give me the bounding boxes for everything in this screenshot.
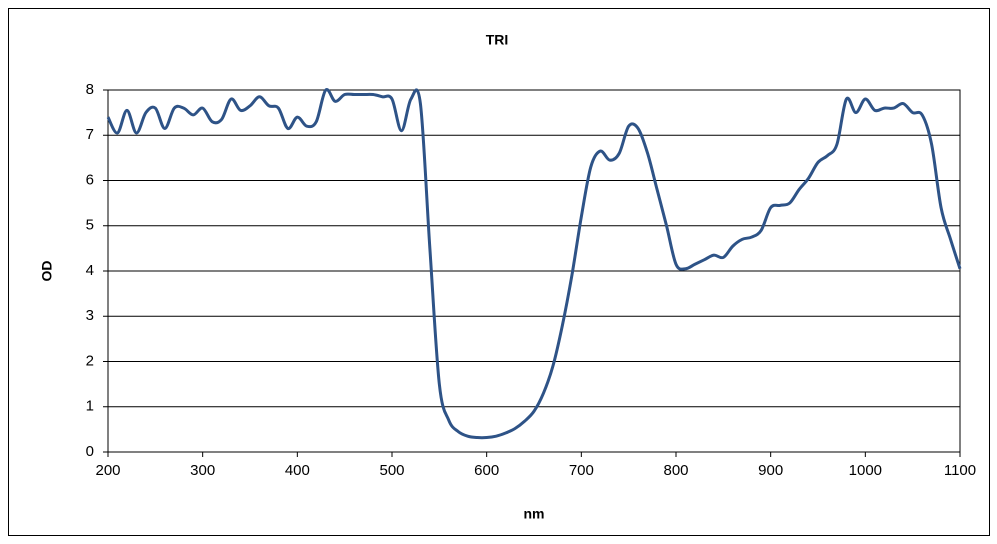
x-tick-label: 1100 — [944, 462, 976, 479]
y-tick-label: 2 — [86, 352, 94, 369]
y-tick-label: 3 — [86, 307, 94, 324]
x-tick-label: 400 — [285, 462, 310, 479]
plot-border — [107, 89, 961, 453]
data-line — [106, 87, 962, 440]
y-tick-label: 7 — [86, 126, 94, 143]
chart-title: TRI — [486, 32, 509, 48]
x-tick-label: 300 — [190, 462, 215, 479]
x-tick-label: 900 — [758, 462, 783, 479]
x-tick-label: 200 — [95, 462, 120, 479]
x-tick-label: 700 — [569, 462, 594, 479]
y-tick-label: 8 — [86, 81, 94, 98]
x-tick-label: 500 — [379, 462, 404, 479]
y-tick-label: 0 — [86, 443, 94, 460]
y-axis-label: OD — [39, 261, 55, 282]
x-axis-label: nm — [524, 506, 545, 522]
y-tick-label: 4 — [86, 262, 94, 279]
chart-frame — [8, 8, 990, 536]
y-tick-label: 6 — [86, 171, 94, 188]
x-tick-label: 600 — [474, 462, 499, 479]
y-tick-label: 5 — [86, 217, 94, 234]
y-tick-label: 1 — [86, 398, 94, 415]
x-tick-label: 1000 — [849, 462, 882, 479]
x-tick-label: 800 — [663, 462, 688, 479]
